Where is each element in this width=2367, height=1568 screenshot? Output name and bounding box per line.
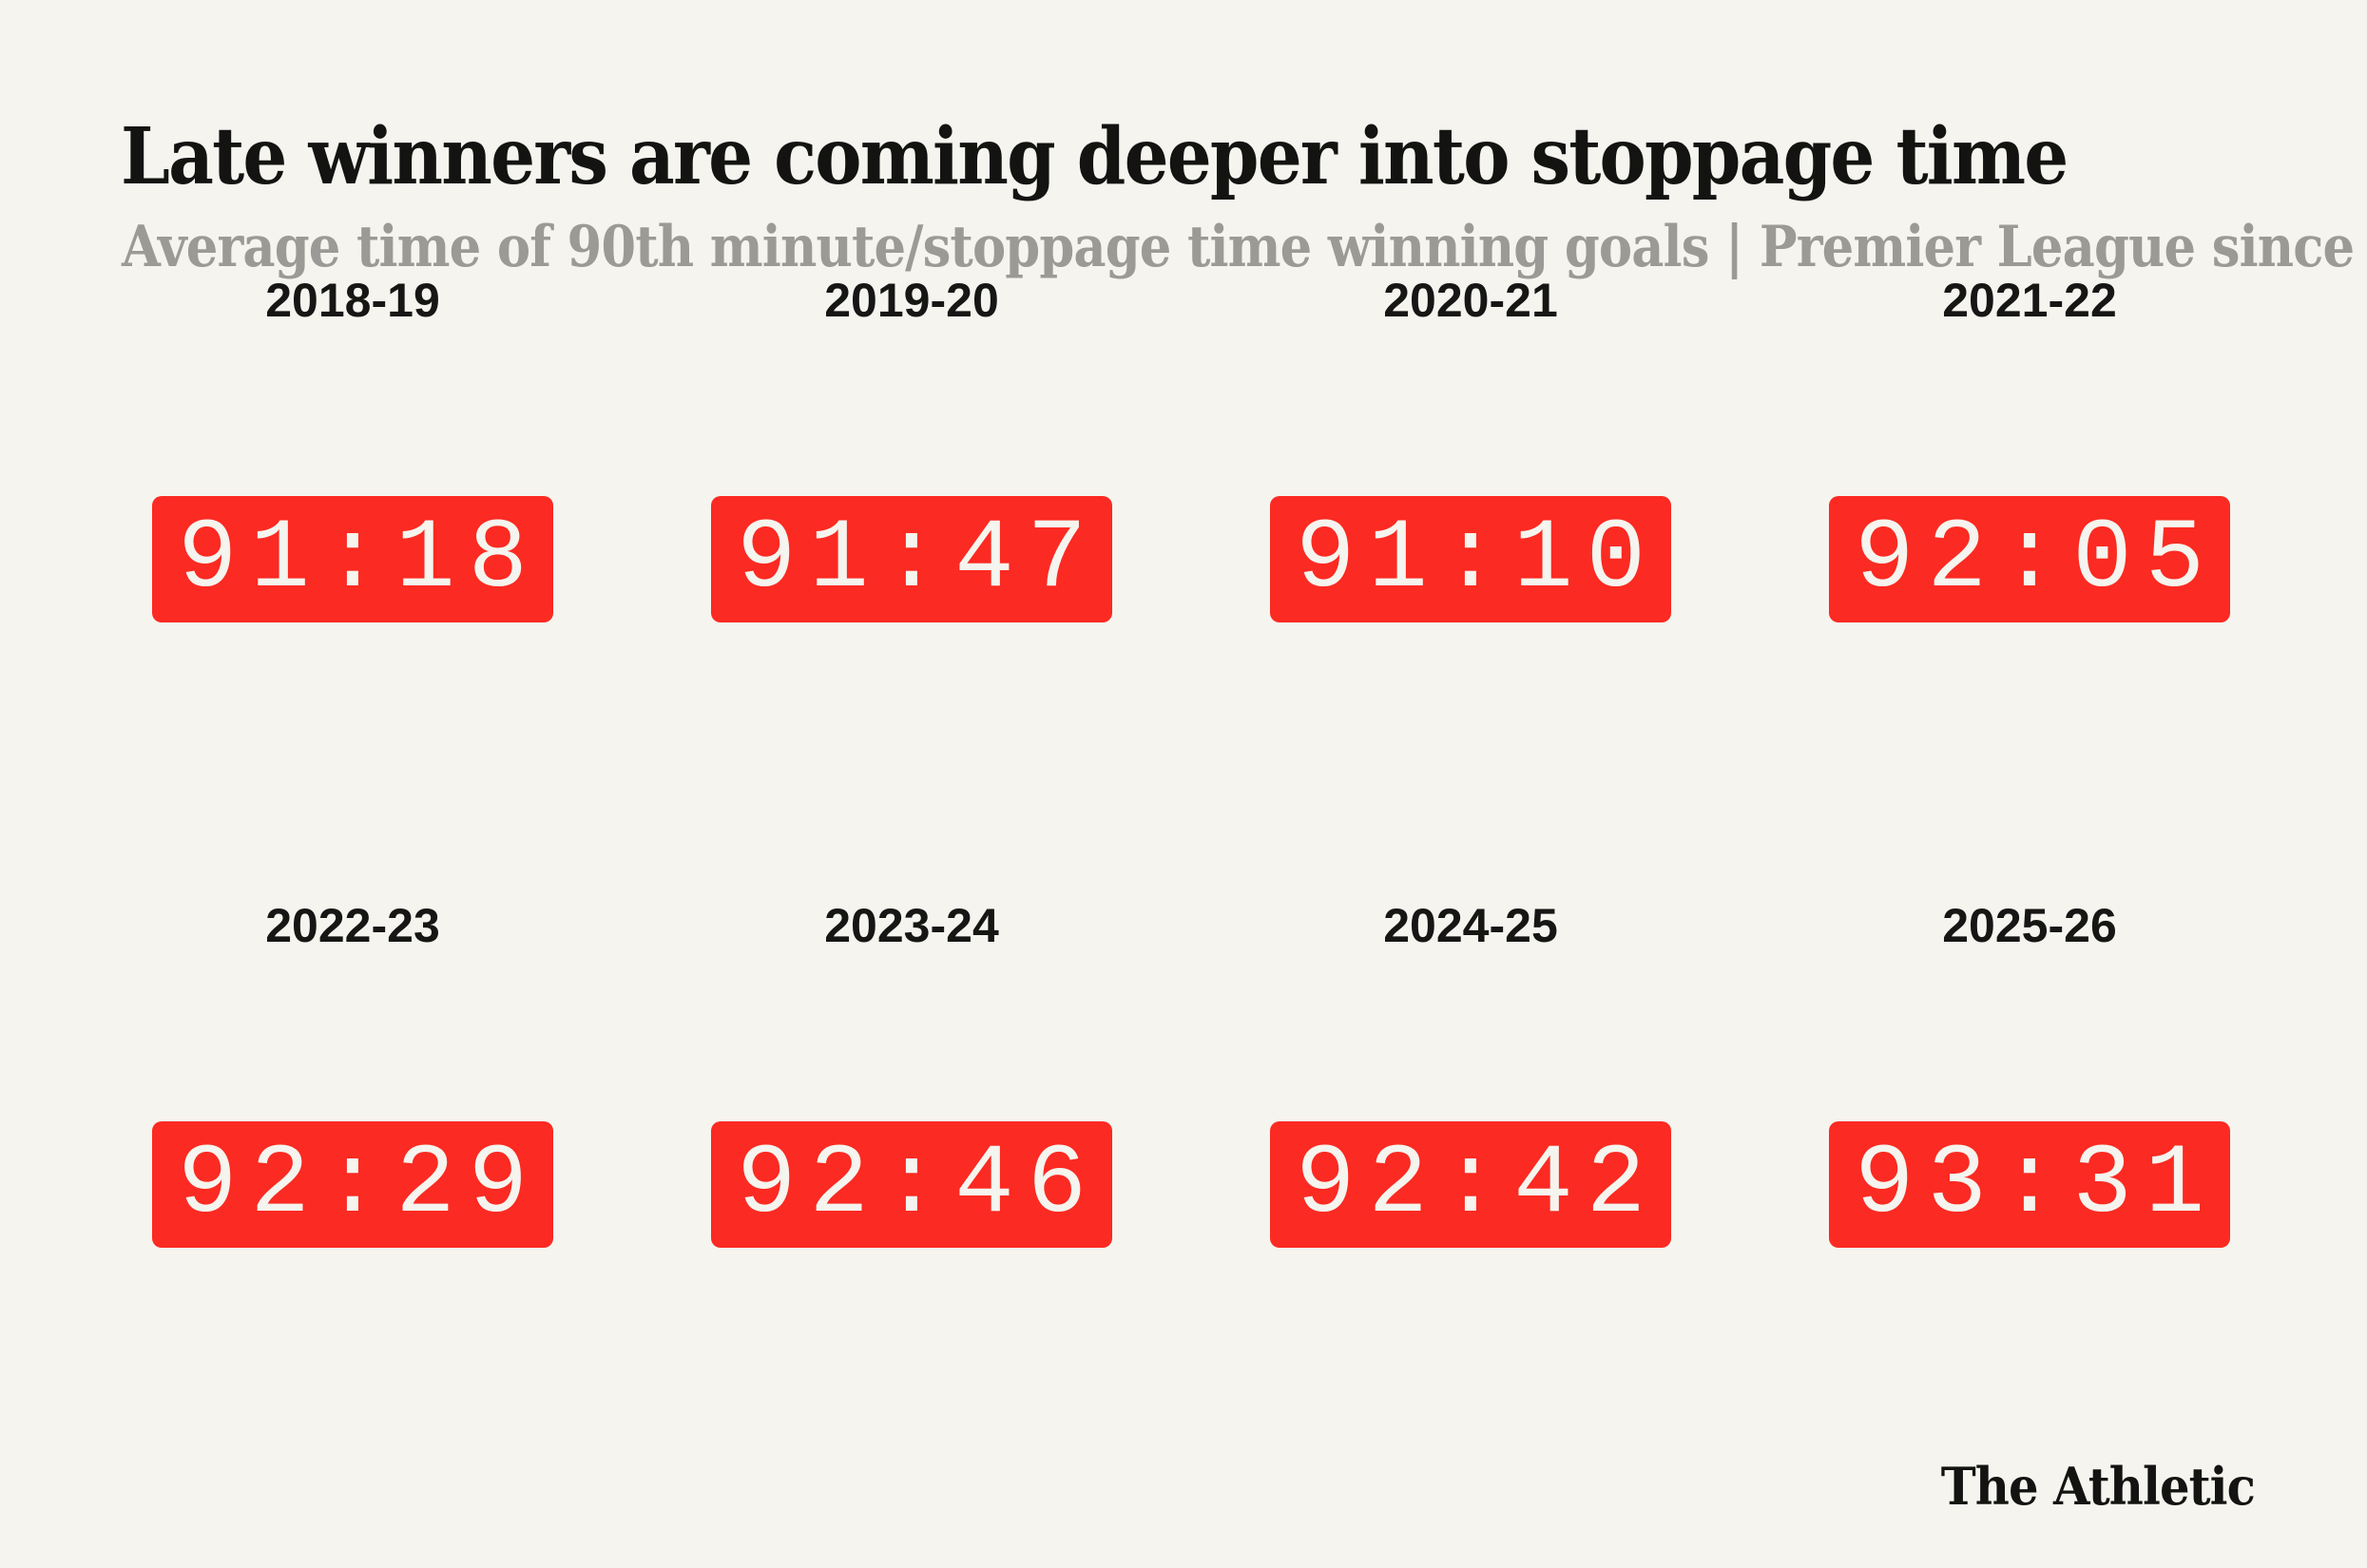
season-cell: 2018-19 91:18 (152, 274, 553, 622)
time-value: 91:10 (1295, 503, 1660, 616)
time-box: 91:47 (711, 496, 1112, 622)
time-box: 92:29 (152, 1121, 553, 1248)
season-cell: 2022-23 92:29 (152, 899, 553, 1248)
time-value: 91:18 (177, 503, 542, 616)
the-athletic-logo: The Athletic (1940, 1456, 2256, 1517)
season-cell: 2024-25 92:42 (1270, 899, 1671, 1248)
season-cell: 2021-22 92:05 (1829, 274, 2230, 622)
season-label: 2024-25 (1383, 899, 1558, 952)
season-cell: 2019-20 91:47 (711, 274, 1112, 622)
time-box: 93:31 (1829, 1121, 2230, 1248)
time-value: 92:46 (736, 1128, 1101, 1241)
time-value: 93:31 (1854, 1128, 2219, 1241)
time-box: 91:18 (152, 496, 553, 622)
page-subtitle: Average time of 90th minute/stoppage tim… (122, 213, 2367, 280)
time-box: 91:10 (1270, 496, 1671, 622)
time-value: 92:29 (177, 1128, 542, 1241)
time-box: 92:42 (1270, 1121, 1671, 1248)
page-title: Late winners are coming deeper into stop… (121, 110, 2069, 202)
season-cell: 2023-24 92:46 (711, 899, 1112, 1248)
time-value: 91:47 (736, 503, 1101, 616)
time-value: 92:42 (1295, 1128, 1660, 1241)
time-value: 92:05 (1854, 503, 2219, 616)
season-cell: 2020-21 91:10 (1270, 274, 1671, 622)
season-label: 2019-20 (824, 274, 999, 327)
season-label: 2021-22 (1942, 274, 2117, 327)
season-label: 2025-26 (1942, 899, 2117, 952)
season-label: 2023-24 (824, 899, 999, 952)
time-box: 92:05 (1829, 496, 2230, 622)
time-box: 92:46 (711, 1121, 1112, 1248)
season-label: 2022-23 (265, 899, 440, 952)
season-cell: 2025-26 93:31 (1829, 899, 2230, 1248)
season-label: 2020-21 (1383, 274, 1558, 327)
season-label: 2018-19 (265, 274, 440, 327)
